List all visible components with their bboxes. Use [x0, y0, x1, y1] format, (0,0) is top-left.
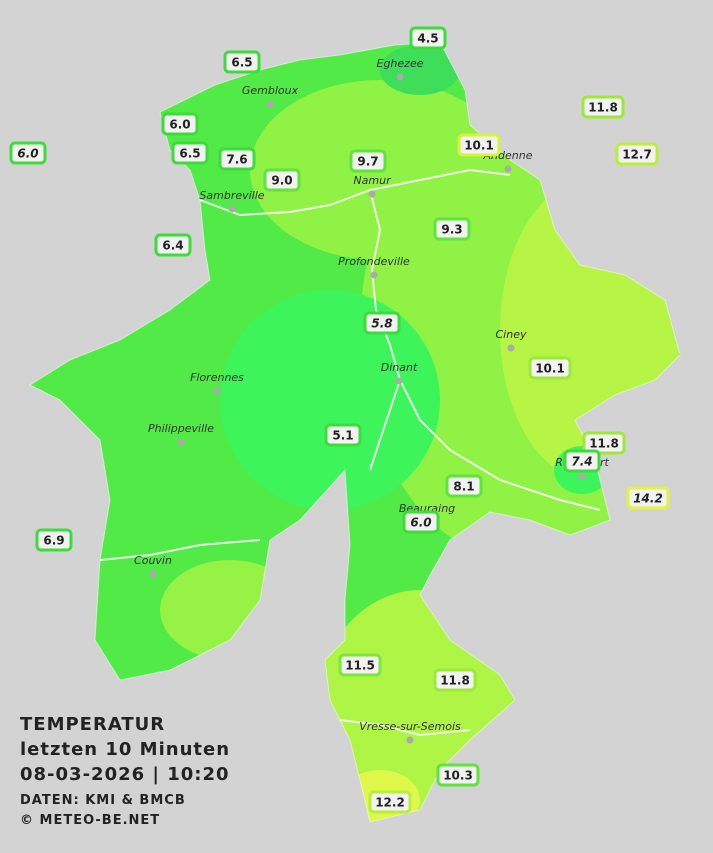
station-value: 10.1 [464, 139, 494, 153]
credit-line: © METEO-BE.NET [20, 813, 160, 828]
rivers [99, 168, 601, 737]
station-value: 7.6 [226, 153, 247, 167]
station-box [223, 50, 261, 74]
title-line: letzten 10 Minuten [20, 739, 230, 760]
station-box [218, 147, 256, 171]
station-value: 10.1 [535, 362, 565, 376]
city-label: Profondeville [338, 255, 410, 268]
station-box [409, 26, 447, 50]
station-value: 6.5 [179, 147, 200, 161]
station-box [581, 95, 625, 119]
station-box [324, 423, 362, 447]
city-dot [368, 190, 376, 198]
station-value: 5.8 [371, 317, 392, 331]
station-value: 12.2 [375, 796, 405, 810]
station-box [457, 133, 501, 157]
city-label: Philippeville [148, 422, 214, 435]
station-value: 6.0 [410, 516, 431, 530]
city-label: Vresse-sur-Semois [359, 720, 461, 733]
city-dot [504, 165, 512, 173]
station-box [171, 141, 209, 165]
station-box [433, 217, 471, 241]
city-label: Florennes [190, 371, 244, 384]
city-label: Namur [353, 174, 392, 187]
station-value: 14.2 [633, 492, 663, 506]
station-value: 6.0 [169, 118, 190, 132]
station-box [626, 486, 670, 510]
station-value: 7.4 [571, 455, 592, 469]
station-value: 8.1 [453, 480, 474, 494]
city-dot [213, 387, 221, 395]
city-dot [578, 472, 586, 480]
city-dot [228, 205, 236, 213]
city-dot [395, 377, 403, 385]
station-value: 9.7 [357, 155, 378, 169]
station-box [368, 790, 412, 814]
station-box [582, 431, 626, 455]
city-label: Dinant [381, 361, 418, 374]
city-label: Eghezee [377, 57, 424, 70]
station-box [349, 149, 387, 173]
station-box [154, 233, 192, 257]
station-value: 9.3 [441, 223, 462, 237]
city-dot [507, 344, 515, 352]
station-box [445, 474, 483, 498]
city-dot [266, 100, 274, 108]
city-label: Gembloux [242, 84, 299, 97]
title-line: 08-03-2026 | 10:20 [20, 764, 230, 785]
station-value: 6.0 [17, 147, 38, 161]
station-box [433, 668, 477, 692]
title-line: TEMPERATUR [20, 714, 165, 735]
city-label: Ciney [496, 328, 527, 341]
station-box [563, 449, 601, 473]
station-box [363, 311, 401, 335]
city-label: Couvin [134, 554, 172, 567]
station-box [615, 142, 659, 166]
station-box [436, 763, 480, 787]
city-label: Sambreville [199, 189, 264, 202]
station-value: 4.5 [417, 32, 438, 46]
station-value: 6.5 [231, 56, 252, 70]
station-value: 11.8 [589, 437, 619, 451]
station-box [338, 653, 382, 677]
station-value: 9.0 [271, 174, 292, 188]
station-box [263, 168, 301, 192]
city-dot [396, 73, 404, 81]
city-dot [406, 736, 414, 744]
station-box [9, 141, 47, 165]
station-value: 5.1 [332, 429, 353, 443]
station-value: 11.8 [440, 674, 470, 688]
credit-line: DATEN: KMI & BMCB [20, 793, 186, 808]
city-dot [370, 271, 378, 279]
station-value: 11.5 [345, 659, 375, 673]
station-box [35, 528, 73, 552]
station-value: 12.7 [622, 148, 652, 162]
station-value: 6.4 [162, 239, 183, 253]
city-dot [149, 570, 157, 578]
station-box [528, 356, 572, 380]
station-value: 11.8 [588, 101, 618, 115]
station-box [402, 510, 440, 534]
city-dot [177, 438, 185, 446]
station-value: 6.9 [43, 534, 64, 548]
station-value: 10.3 [443, 769, 473, 783]
station-box [161, 112, 199, 136]
